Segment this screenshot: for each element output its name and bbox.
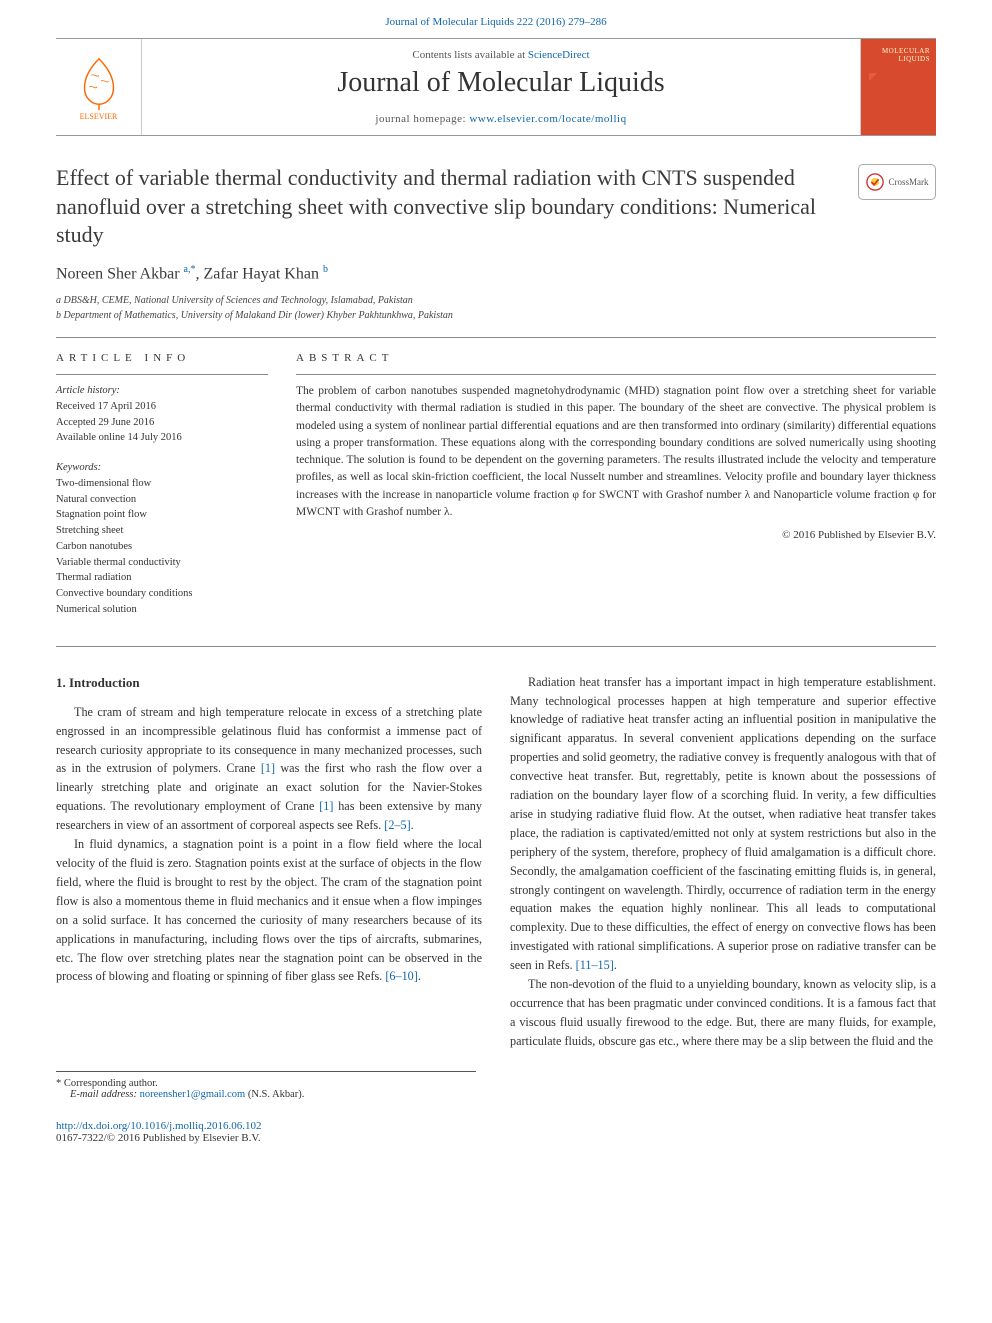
ref-link[interactable]: [1]: [319, 799, 333, 813]
affiliation-line: a DBS&H, CEME, National University of Sc…: [56, 293, 936, 308]
affiliations: a DBS&H, CEME, National University of Sc…: [56, 293, 936, 323]
crossmark-badge[interactable]: CrossMark: [858, 164, 936, 200]
body-paragraph: The cram of stream and high temperature …: [56, 703, 482, 835]
elsevier-tree-icon: [70, 54, 128, 112]
body-paragraph: In fluid dynamics, a stagnation point is…: [56, 835, 482, 986]
elsevier-logo: ELSEVIER: [56, 39, 142, 135]
keyword: Numerical solution: [56, 602, 268, 618]
section-heading: 1. Introduction: [56, 673, 482, 693]
author-email-link[interactable]: noreensher1@gmail.com: [140, 1089, 246, 1100]
abstract-heading: ABSTRACT: [296, 352, 936, 364]
ref-link[interactable]: [1]: [261, 761, 275, 775]
journal-cover-thumbnail: MOLECULAR LIQUIDS: [860, 39, 936, 135]
ref-link[interactable]: [6–10]: [385, 969, 418, 983]
keyword: Stretching sheet: [56, 523, 268, 539]
right-column: Radiation heat transfer has a important …: [510, 673, 936, 1051]
history-line: Available online 14 July 2016: [56, 430, 268, 446]
abstract-text: The problem of carbon nanotubes suspende…: [296, 374, 936, 521]
doi-block: http://dx.doi.org/10.1016/j.molliq.2016.…: [56, 1120, 936, 1144]
sciencedirect-link[interactable]: ScienceDirect: [528, 49, 590, 61]
authors: Noreen Sher Akbar a,*, Zafar Hayat Khan …: [56, 264, 936, 283]
keyword: Two-dimensional flow: [56, 476, 268, 492]
keyword: Natural convection: [56, 492, 268, 508]
body-paragraph: Radiation heat transfer has a important …: [510, 673, 936, 976]
crossmark-icon: [866, 173, 884, 191]
body-columns: 1. Introduction The cram of stream and h…: [56, 673, 936, 1051]
homepage-link[interactable]: www.elsevier.com/locate/molliq: [469, 113, 626, 125]
divider: [56, 646, 936, 647]
doi-link[interactable]: http://dx.doi.org/10.1016/j.molliq.2016.…: [56, 1120, 261, 1132]
article-history: Article history: Received 17 April 2016A…: [56, 374, 268, 446]
journal-banner: ELSEVIER Contents lists available at Sci…: [56, 38, 936, 136]
article-info-column: ARTICLE INFO Article history: Received 1…: [56, 352, 268, 632]
left-column: 1. Introduction The cram of stream and h…: [56, 673, 482, 1051]
journal-name: Journal of Molecular Liquids: [142, 67, 860, 99]
abstract-column: ABSTRACT The problem of carbon nanotubes…: [296, 352, 936, 632]
keyword: Carbon nanotubes: [56, 539, 268, 555]
banner-center: Contents lists available at ScienceDirec…: [142, 41, 860, 133]
issn-copyright: 0167-7322/© 2016 Published by Elsevier B…: [56, 1132, 261, 1144]
article-title: Effect of variable thermal conductivity …: [56, 164, 842, 250]
corresponding-author-footnote: * Corresponding author. E-mail address: …: [56, 1071, 476, 1100]
keyword: Stagnation point flow: [56, 507, 268, 523]
ref-link[interactable]: [11–15]: [576, 958, 614, 972]
publisher-name: ELSEVIER: [80, 112, 118, 121]
keyword: Convective boundary conditions: [56, 586, 268, 602]
history-line: Accepted 29 June 2016: [56, 415, 268, 431]
keywords-block: Keywords: Two-dimensional flowNatural co…: [56, 460, 268, 618]
keyword: Variable thermal conductivity: [56, 555, 268, 571]
ref-link[interactable]: [2–5]: [384, 818, 410, 832]
divider: [56, 337, 936, 338]
journal-homepage: journal homepage: www.elsevier.com/locat…: [142, 113, 860, 125]
crossmark-label: CrossMark: [889, 177, 929, 187]
article-info-heading: ARTICLE INFO: [56, 352, 268, 364]
history-line: Received 17 April 2016: [56, 399, 268, 415]
page-header-link[interactable]: Journal of Molecular Liquids 222 (2016) …: [0, 0, 992, 38]
affiliation-line: b Department of Mathematics, University …: [56, 308, 936, 323]
body-paragraph: The non-devotion of the fluid to a unyie…: [510, 975, 936, 1051]
contents-line: Contents lists available at ScienceDirec…: [142, 49, 860, 61]
keyword: Thermal radiation: [56, 570, 268, 586]
abstract-copyright: © 2016 Published by Elsevier B.V.: [296, 529, 936, 541]
